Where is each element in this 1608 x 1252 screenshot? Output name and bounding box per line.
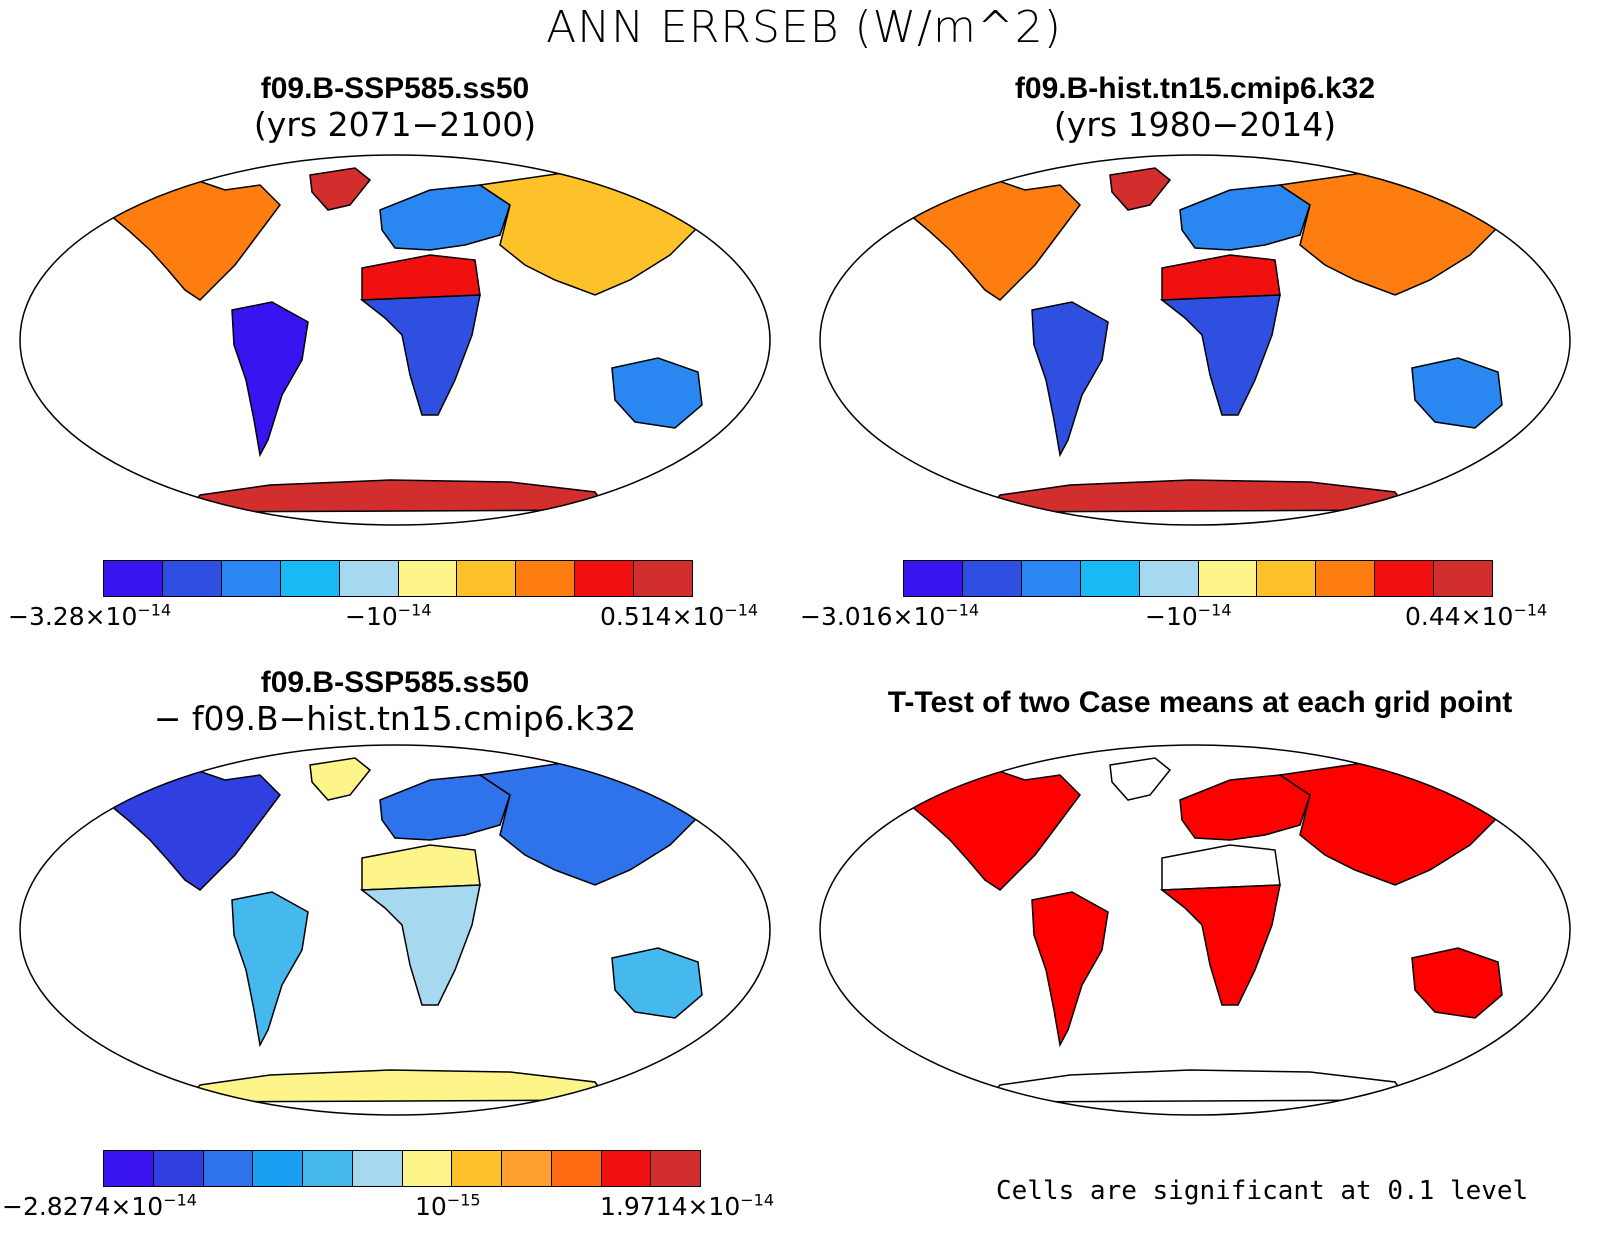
panel-2-title: f09.B-hist.tn15.cmip6.k32 <box>1014 72 1376 105</box>
landmass-an <box>983 1069 1410 1103</box>
map-panel-4 <box>819 744 1571 1116</box>
colorbar-swatch <box>904 561 963 596</box>
panel-1-subtitle: (yrs 2071−2100) <box>253 105 537 144</box>
landmass-af-n <box>361 844 481 891</box>
colorbar-swatch <box>1375 561 1435 596</box>
colorbar-swatch <box>398 561 458 596</box>
colorbar-swatch <box>634 561 693 596</box>
colorbar-swatch <box>651 1151 700 1186</box>
panel-4-title: T-Test of two Case means at each grid po… <box>887 686 1513 719</box>
colorbar-swatch <box>402 1151 453 1186</box>
landmass-af-s <box>1159 294 1281 416</box>
landmass-an <box>183 1069 610 1103</box>
colorbar-3-max-label: 1.9714×10−14 <box>600 1190 774 1221</box>
landmass-au <box>611 947 703 1019</box>
landmass-gl <box>309 757 372 801</box>
colorbar-swatch <box>1021 561 1081 596</box>
colorbar-swatch <box>352 1151 403 1186</box>
colorbar-swatch <box>162 561 222 596</box>
colorbar-1-min-label: −3.28×10−14 <box>8 600 172 631</box>
landmass-sa <box>1031 891 1109 1048</box>
colorbar-3-mid-label: 10−15 <box>415 1190 481 1221</box>
landmass-na <box>904 767 1081 891</box>
landmass-as <box>477 761 711 886</box>
figure-title: ANN ERRSEB (W/m^2) <box>546 2 1062 53</box>
colorbar-swatch <box>1257 561 1317 596</box>
colorbar-swatch <box>457 561 517 596</box>
panel-2-subtitle: (yrs 1980−2014) <box>1053 105 1337 144</box>
map-border <box>19 744 771 1116</box>
map-panel-2 <box>819 154 1571 526</box>
landmass-eu <box>379 774 511 841</box>
colorbar-panel-1 <box>103 560 693 597</box>
colorbar-1-max-label: 0.514×10−14 <box>600 600 759 631</box>
colorbar-swatch <box>502 1151 552 1186</box>
significance-note: Cells are significant at 0.1 level <box>996 1176 1529 1206</box>
landmass-eu <box>1179 184 1311 251</box>
colorbar-swatch <box>153 1151 204 1186</box>
landmass-au <box>1411 947 1503 1019</box>
colorbar-swatch <box>1434 561 1493 596</box>
landmass-au <box>1411 357 1503 429</box>
landmass-sa <box>231 301 309 458</box>
colorbar-swatch <box>575 561 635 596</box>
map-panel-3 <box>19 744 771 1116</box>
colorbar-swatch <box>601 1151 652 1186</box>
panel-3-subtitle: − f09.B−hist.tn15.cmip6.k32 <box>153 699 637 738</box>
colorbar-swatch <box>203 1151 254 1186</box>
colorbar-3-min-label: −2.8274×10−14 <box>2 1190 197 1221</box>
colorbar-swatch <box>339 561 399 596</box>
landmass-au <box>611 357 703 429</box>
landmass-sa <box>1031 301 1109 458</box>
colorbar-swatch <box>1198 561 1258 596</box>
map-panel-1 <box>19 154 771 526</box>
colorbar-2-mid-label: −10−14 <box>1145 600 1232 631</box>
landmass-na <box>104 177 281 301</box>
landmass-eu <box>1179 774 1311 841</box>
colorbar-1-mid-label: −10−14 <box>345 600 432 631</box>
landmass-gl <box>309 167 372 211</box>
colorbar-swatch <box>452 1151 502 1186</box>
colorbar-swatch <box>104 561 163 596</box>
landmass-af-n <box>1161 254 1281 301</box>
landmass-as <box>1277 171 1511 296</box>
colorbar-swatch <box>221 561 281 596</box>
landmass-gl <box>1109 167 1172 211</box>
map-border <box>819 154 1571 526</box>
landmass-na <box>904 177 1081 301</box>
landmass-na <box>104 767 281 891</box>
landmass-an <box>983 479 1410 513</box>
landmass-af-n <box>1161 844 1281 891</box>
colorbar-panel-3 <box>103 1150 701 1187</box>
colorbar-swatch <box>104 1151 154 1186</box>
panel-1-title: f09.B-SSP585.ss50 <box>260 72 530 105</box>
landmass-as <box>477 171 711 296</box>
colorbar-swatch <box>1139 561 1199 596</box>
landmass-af-s <box>359 294 481 416</box>
colorbar-swatch <box>253 1151 303 1186</box>
colorbar-2-min-label: −3.016×10−14 <box>800 600 980 631</box>
colorbar-swatch <box>551 1151 602 1186</box>
colorbar-swatch <box>303 1151 353 1186</box>
map-border <box>819 744 1571 1116</box>
landmass-an <box>183 479 610 513</box>
colorbar-swatch <box>962 561 1022 596</box>
landmass-eu <box>379 184 511 251</box>
colorbar-panel-2 <box>903 560 1493 597</box>
panel-3-title: f09.B-SSP585.ss50 <box>260 666 530 699</box>
landmass-as <box>1277 761 1511 886</box>
landmass-af-n <box>361 254 481 301</box>
colorbar-swatch <box>1316 561 1376 596</box>
colorbar-swatch <box>280 561 340 596</box>
landmass-sa <box>231 891 309 1048</box>
landmass-af-s <box>359 884 481 1006</box>
colorbar-2-max-label: 0.44×10−14 <box>1405 600 1548 631</box>
colorbar-swatch <box>1080 561 1140 596</box>
landmass-af-s <box>1159 884 1281 1006</box>
colorbar-swatch <box>516 561 576 596</box>
map-border <box>19 154 771 526</box>
landmass-gl <box>1109 757 1172 801</box>
